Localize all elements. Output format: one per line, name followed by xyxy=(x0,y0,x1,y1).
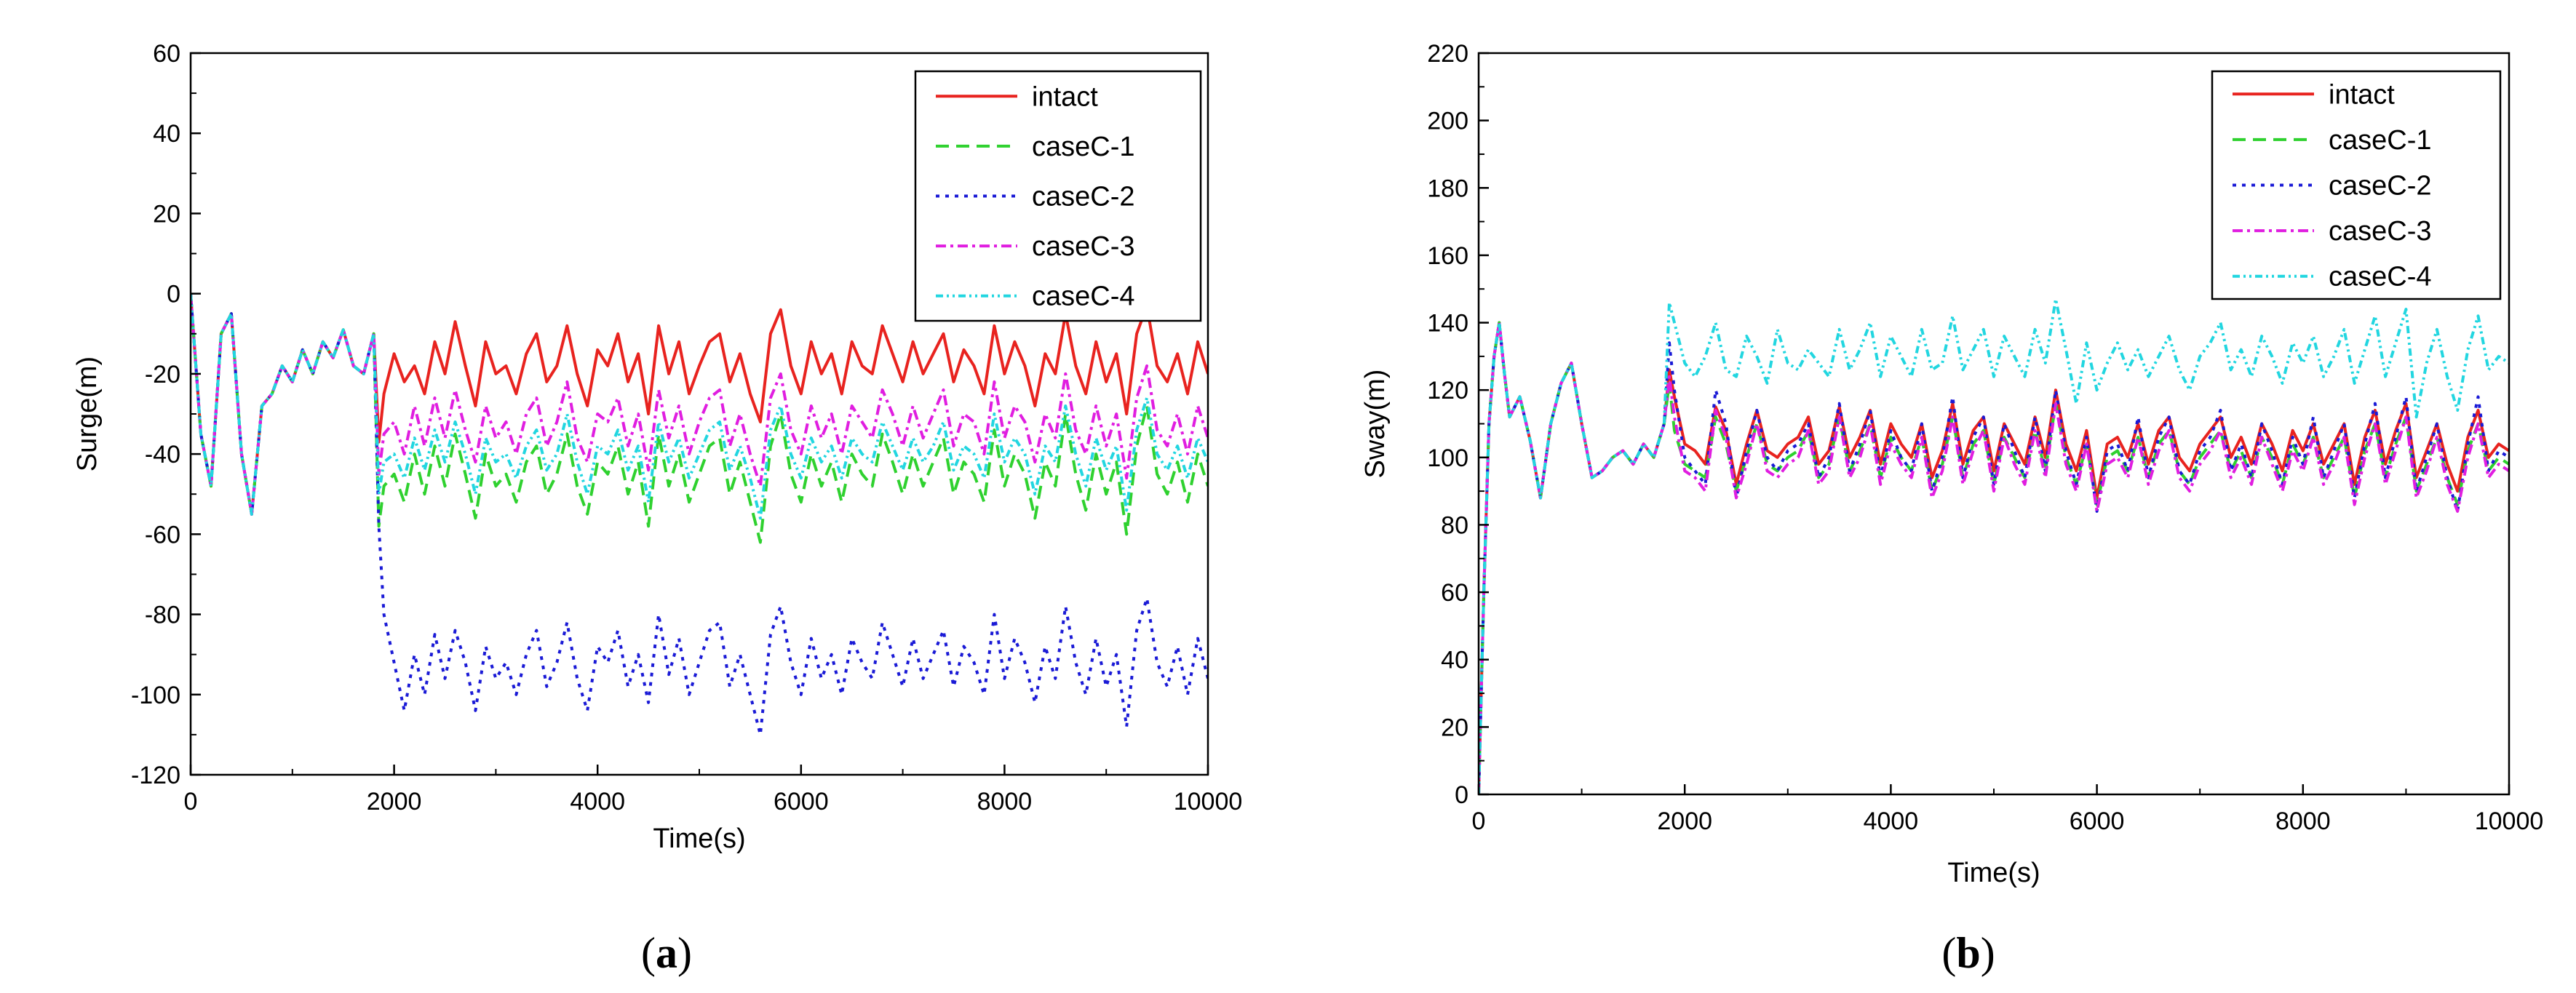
series-line-caseC-4 xyxy=(191,293,1208,520)
legend-label-caseC-1: caseC-1 xyxy=(2329,125,2432,156)
x-tick-label: 4000 xyxy=(1864,807,1919,835)
legend-label-caseC-3: caseC-3 xyxy=(1032,231,1135,262)
y-tick-label: 140 xyxy=(1427,310,1468,338)
y-tick-label: 100 xyxy=(1427,444,1468,472)
x-tick-label: 10000 xyxy=(2475,807,2544,835)
series-line-caseC-1 xyxy=(191,293,1208,544)
y-tick-label: 180 xyxy=(1427,175,1468,202)
x-tick-label: 8000 xyxy=(2275,807,2331,835)
y-tick-label: 20 xyxy=(153,200,180,228)
series-line-caseC-4 xyxy=(1479,298,2509,794)
x-axis-label: Time(s) xyxy=(653,823,745,854)
chart-panel-b: 0 2000 4000 6000 8000 10000 0 20 40 60 80 100 120 140… xyxy=(1360,40,2543,977)
series-group xyxy=(191,293,1208,736)
y-tick-label: 60 xyxy=(153,40,180,68)
legend-label-caseC-1: caseC-1 xyxy=(1032,132,1135,162)
x-tick-label: 0 xyxy=(184,788,198,815)
legend-label-caseC-2: caseC-2 xyxy=(2329,171,2432,202)
x-tick-label: 6000 xyxy=(774,788,829,815)
x-axis-label: Time(s) xyxy=(1947,858,2040,888)
y-tick-label: 220 xyxy=(1427,40,1468,68)
y-tick-label: 80 xyxy=(1441,511,1468,539)
y-tick-label: 0 xyxy=(167,281,180,308)
y-tick-label: -120 xyxy=(131,762,180,789)
series-line-caseC-3 xyxy=(191,293,1208,516)
y-tick-label: 60 xyxy=(1441,579,1468,607)
series-group xyxy=(1479,298,2509,794)
y-tick-label: -100 xyxy=(131,682,180,709)
x-tick-label: 2000 xyxy=(367,788,422,815)
y-tick-label: 200 xyxy=(1427,108,1468,135)
y-tick-label: 0 xyxy=(1455,781,1468,809)
legend: intact caseC-1 caseC-2 caseC-3 caseC-4 xyxy=(2211,70,2502,300)
y-tick-label: -60 xyxy=(145,521,180,549)
series-line-caseC-1 xyxy=(1479,321,2509,794)
x-tick-label: 2000 xyxy=(1657,807,1712,835)
legend: intact caseC-1 caseC-2 caseC-3 caseC-4 xyxy=(914,70,1202,322)
chart-panel-a: 0 2000 4000 6000 8000 10000 -120 -100 -80 -60 -40 -… xyxy=(72,40,1242,977)
x-tick-label: 6000 xyxy=(2070,807,2125,835)
x-tick-label: 0 xyxy=(1472,807,1486,835)
series-line-intact xyxy=(1479,321,2509,794)
y-axis-label: Surge(m) xyxy=(72,356,103,471)
series-line-caseC-2 xyxy=(191,293,1208,736)
legend-box xyxy=(2211,70,2502,300)
legend-label-caseC-4: caseC-4 xyxy=(2329,262,2432,292)
y-tick-label: 40 xyxy=(1441,647,1468,674)
x-tick-label: 4000 xyxy=(570,788,625,815)
y-tick-label: -40 xyxy=(145,441,180,468)
y-tick-label: 40 xyxy=(153,120,180,148)
y-tick-label: 120 xyxy=(1427,377,1468,404)
series-line-intact xyxy=(191,293,1208,516)
y-tick-label: 160 xyxy=(1427,242,1468,270)
x-tick-label: 10000 xyxy=(1174,788,1243,815)
y-tick-label: 20 xyxy=(1441,714,1468,741)
legend-label-caseC-4: caseC-4 xyxy=(1032,282,1135,312)
legend-label-caseC-2: caseC-2 xyxy=(1032,182,1135,212)
series-line-caseC-3 xyxy=(1479,321,2509,794)
legend-box xyxy=(914,70,1202,322)
legend-label-intact: intact xyxy=(1032,81,1098,112)
y-tick-label: -20 xyxy=(145,361,180,388)
y-axis-label: Sway(m) xyxy=(1360,370,1391,479)
y-tick-label: -80 xyxy=(145,602,180,629)
panel-caption: (a) xyxy=(641,929,692,977)
legend-label-intact: intact xyxy=(2329,79,2395,110)
x-tick-label: 8000 xyxy=(977,788,1033,815)
series-line-caseC-2 xyxy=(1479,321,2509,794)
panel-caption: (b) xyxy=(1941,929,1995,977)
legend-label-caseC-3: caseC-3 xyxy=(2329,216,2432,247)
